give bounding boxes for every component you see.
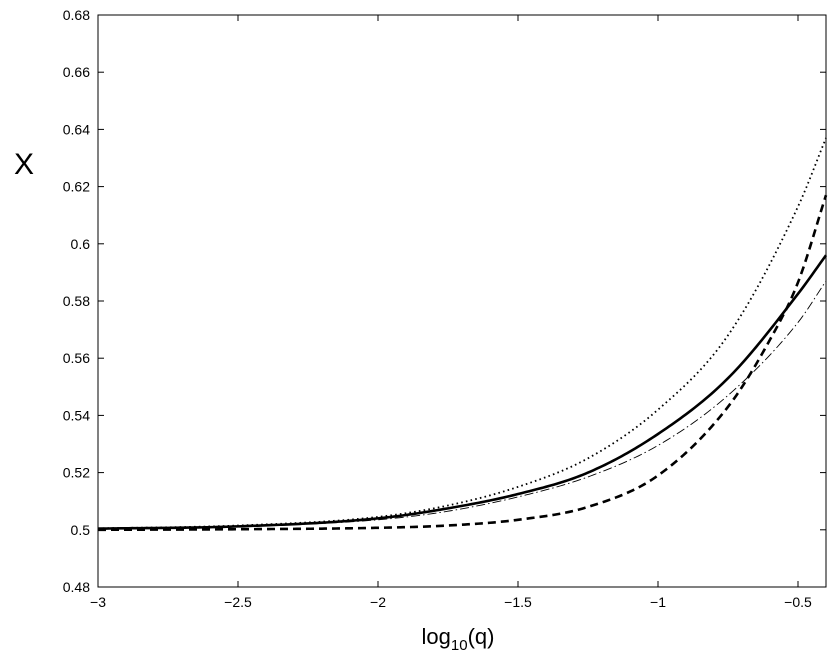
y-tick-label: 0.58: [63, 293, 90, 309]
x-tick-label: −2: [370, 594, 386, 610]
y-tick-label: 0.62: [63, 179, 90, 195]
x-tick-label: −1.5: [504, 594, 532, 610]
x-tick-label: −1: [650, 594, 666, 610]
y-tick-label: 0.6: [71, 236, 91, 252]
x-tick-label: −0.5: [784, 594, 812, 610]
x-tick-label: −3: [90, 594, 106, 610]
x-axis-label: log10(q): [422, 624, 495, 654]
tick-labels: −3 −2.5 −2 −1.5 −1 −0.5 0.48 0.5 0.52 0.54 0.56 0.5…: [63, 7, 812, 610]
y-tick-label: 0.56: [63, 350, 90, 366]
y-tick-label: 0.48: [63, 579, 90, 595]
y-tick-label: 0.54: [63, 407, 90, 423]
y-tick-label: 0.5: [71, 522, 91, 538]
series-line-dashed: [97, 194, 828, 532]
y-tick-label: 0.52: [63, 465, 90, 481]
x-tick-label: −2.5: [224, 594, 252, 610]
series-line-dash-dot: [97, 280, 827, 530]
y-axis-label: X: [14, 148, 34, 181]
x-axis-label-subscript: 10: [451, 637, 468, 654]
series-layer: [97, 137, 828, 532]
x-axis-label-argument: (q): [468, 624, 495, 649]
y-tick-label: 0.66: [63, 64, 90, 80]
y-tick-label: 0.64: [63, 121, 90, 137]
plot-frame: [97, 14, 827, 588]
y-tick-label: 0.68: [63, 7, 90, 23]
x-axis-label-base: log: [422, 624, 451, 649]
